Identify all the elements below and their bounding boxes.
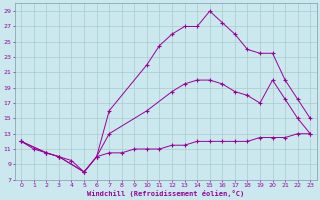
X-axis label: Windchill (Refroidissement éolien,°C): Windchill (Refroidissement éolien,°C) bbox=[87, 190, 244, 197]
